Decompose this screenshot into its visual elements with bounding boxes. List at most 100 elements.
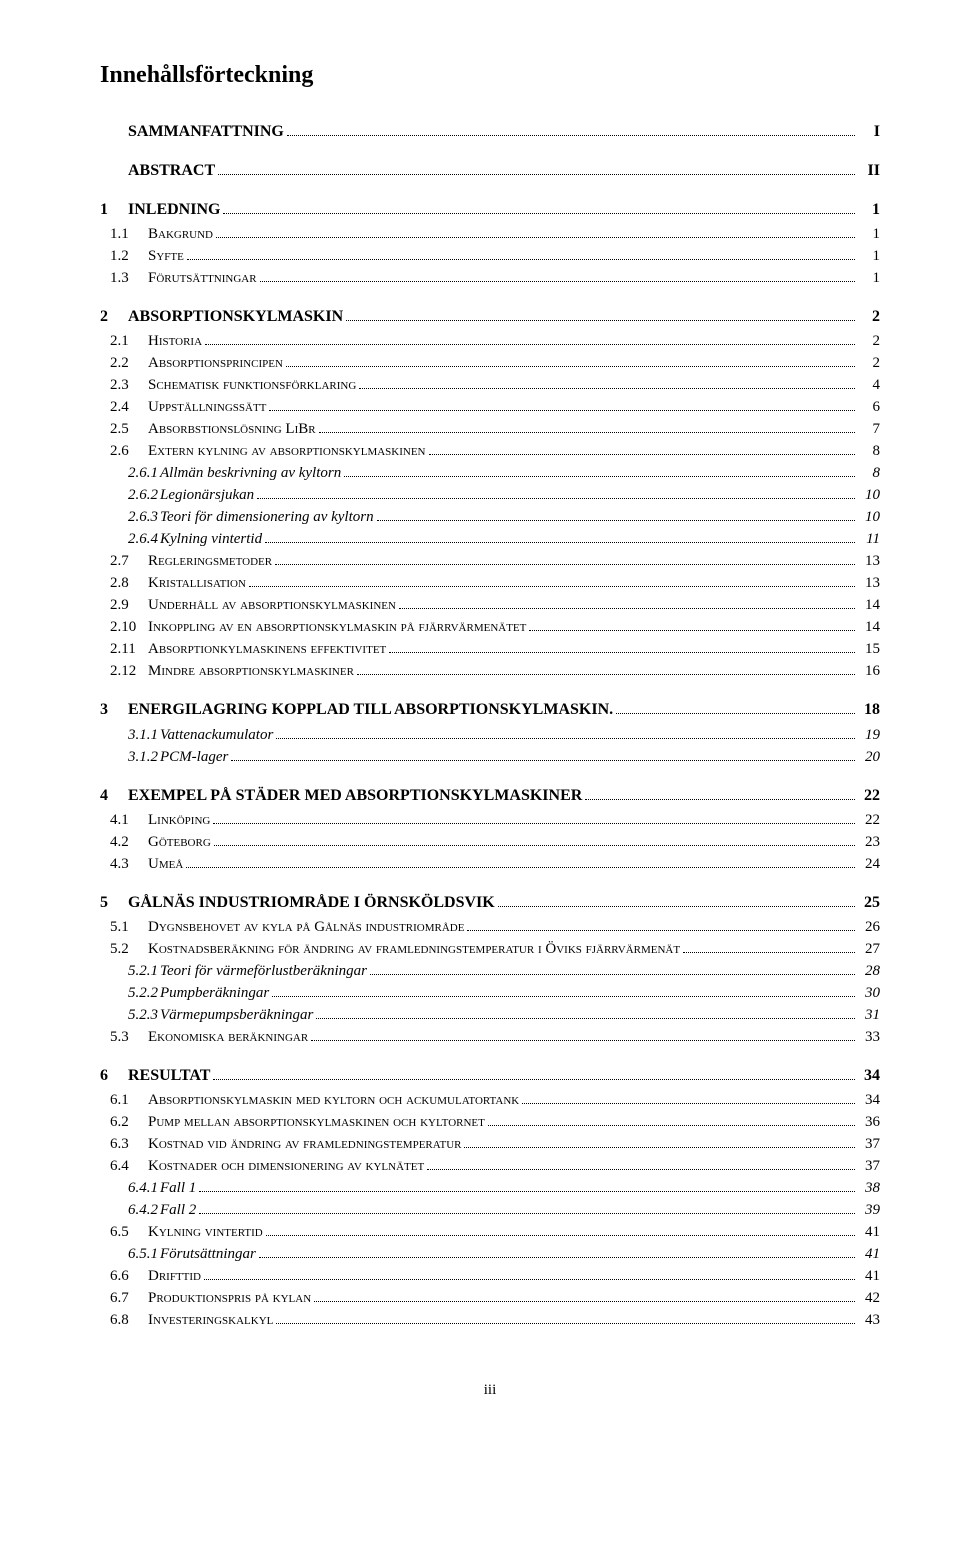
- toc-entry-page: 16: [858, 662, 880, 682]
- toc-entry-label: Absorptionkylmaskinens effektivitet: [148, 640, 386, 660]
- toc-entry-number: 6.8: [100, 1311, 148, 1331]
- toc-entry: 6.6Drifttid41: [100, 1267, 880, 1287]
- toc-entry-label: Kostnad vid ändring av framledningstempe…: [148, 1135, 461, 1155]
- toc-entry-number: 5: [100, 893, 128, 914]
- toc-leader: [199, 1201, 855, 1215]
- toc-entry: 6.2Pump mellan absorptionskylmaskinen oc…: [100, 1113, 880, 1133]
- toc-entry-label: Extern kylning av absorptionskylmaskinen: [148, 442, 426, 462]
- toc-leader: [464, 1135, 855, 1149]
- toc-entry-label: Kylning vintertid: [160, 530, 262, 550]
- toc-entry: 5.2.1Teori för värmeförlustberäkningar28: [100, 962, 880, 982]
- toc-entry-page: 24: [858, 855, 880, 875]
- toc-entry-number: 6.4: [100, 1157, 148, 1177]
- toc-entry-number: 6.6: [100, 1267, 148, 1287]
- toc-leader: [344, 464, 855, 478]
- toc-entry-page: 33: [858, 1028, 880, 1048]
- toc-entry-page: 2: [858, 307, 880, 328]
- toc-entry-page: 25: [858, 893, 880, 914]
- toc-entry-label: Schematisk funktionsförklaring: [148, 376, 356, 396]
- toc-entry-label: INLEDNING: [128, 200, 220, 221]
- toc-entry-number: 3.1.1: [100, 726, 160, 746]
- toc-entry-label: Bakgrund: [148, 225, 213, 245]
- toc-entry-label: Pump mellan absorptionskylmaskinen och k…: [148, 1113, 485, 1133]
- toc-entry-page: 22: [858, 811, 880, 831]
- toc-leader: [187, 247, 855, 261]
- toc-entry-page: 11: [858, 530, 880, 550]
- toc-entry-page: 1: [858, 269, 880, 289]
- toc-entry: 6.3Kostnad vid ändring av framledningste…: [100, 1135, 880, 1155]
- toc-entry-number: 3.1.2: [100, 748, 160, 768]
- toc-entry-page: 41: [858, 1267, 880, 1287]
- toc-entry: 4.3Umeå24: [100, 854, 880, 874]
- toc-entry-page: 10: [858, 508, 880, 528]
- toc-entry-label: Vattenackumulator: [160, 726, 273, 746]
- toc-entry-page: 20: [858, 748, 880, 768]
- toc-leader: [231, 747, 855, 761]
- toc-entry-number: 5.3: [100, 1028, 148, 1048]
- toc-entry-page: 39: [858, 1201, 880, 1221]
- toc-entry-number: 2.4: [100, 398, 148, 418]
- toc-entry: 2.1Historia2: [100, 332, 880, 352]
- toc-leader: [311, 1028, 855, 1042]
- toc-entry: 6.4Kostnader och dimensionering av kylnä…: [100, 1157, 880, 1177]
- toc-entry: 6.8Investeringskalkyl43: [100, 1311, 880, 1331]
- toc-leader: [266, 1223, 855, 1237]
- toc-entry: 1.1Bakgrund1: [100, 225, 880, 245]
- toc-entry-label: Legionärsjukan: [160, 486, 254, 506]
- toc-entry-page: 41: [858, 1223, 880, 1243]
- toc-entry-number: 1.1: [100, 225, 148, 245]
- toc-entry-page: 26: [858, 918, 880, 938]
- toc-entry-page: 4: [858, 376, 880, 396]
- toc-leader: [276, 725, 855, 739]
- toc-entry-label: ABSORPTIONSKYLMASKIN: [128, 307, 343, 328]
- toc-entry-label: Kostnader och dimensionering av kylnätet: [148, 1157, 424, 1177]
- toc-entry-number: 4: [100, 786, 128, 807]
- toc-entry: 2.3Schematisk funktionsförklaring 4: [100, 376, 880, 396]
- toc-entry-label: Regleringsmetoder: [148, 552, 272, 572]
- toc-entry-number: 5.2: [100, 940, 148, 960]
- toc-entry-label: Absorptionskylmaskin med kyltorn och ack…: [148, 1091, 519, 1111]
- toc-entry-number: 1: [100, 200, 128, 221]
- toc-leader: [585, 785, 855, 799]
- toc-entry-page: 1: [858, 200, 880, 221]
- toc-leader: [357, 662, 855, 676]
- toc-entry: 6.1Absorptionskylmaskin med kyltorn och …: [100, 1091, 880, 1111]
- toc-leader: [346, 307, 855, 321]
- toc-entry-page: 34: [858, 1066, 880, 1087]
- toc-entry-label: ABSTRACT: [128, 161, 215, 182]
- toc-entry-label: Fall 2: [160, 1201, 196, 1221]
- toc-entry-page: 2: [858, 354, 880, 374]
- toc-entry: 2.9Underhåll av absorptionskylmaskinen14: [100, 596, 880, 616]
- toc-entry-number: 2.10: [100, 618, 148, 638]
- toc-leader: [249, 574, 855, 588]
- toc-leader: [359, 376, 855, 390]
- toc-entry-number: 2.1: [100, 332, 148, 352]
- toc-entry-number: 2.3: [100, 376, 148, 396]
- toc-entry: 3.1.1Vattenackumulator19: [100, 725, 880, 745]
- toc-entry: 1.3Förutsättningar1: [100, 269, 880, 289]
- toc-leader: [223, 200, 855, 214]
- toc-entry-page: 10: [858, 486, 880, 506]
- toc-leader: [213, 1066, 855, 1080]
- toc-entry: 6.5.1Förutsättningar41: [100, 1245, 880, 1265]
- toc-entry-label: Dygnsbehovet av kyla på Gålnäs industrio…: [148, 918, 464, 938]
- toc-entry-number: 2.12: [100, 662, 148, 682]
- toc-leader: [214, 832, 855, 846]
- toc-entry-label: Absorbstionslösning LiBr: [148, 420, 316, 440]
- toc-entry-label: Fall 1: [160, 1179, 196, 1199]
- toc-entry-page: 8: [858, 464, 880, 484]
- toc-entry-page: 38: [858, 1179, 880, 1199]
- toc-entry-number: 1.2: [100, 247, 148, 267]
- toc-entry-label: Teori för värmeförlustberäkningar: [160, 962, 367, 982]
- toc-entry-label: RESULTAT: [128, 1066, 210, 1087]
- toc-leader: [259, 1245, 855, 1259]
- toc-leader: [389, 640, 855, 654]
- toc-entry-page: 15: [858, 640, 880, 660]
- toc-entry-page: 36: [858, 1113, 880, 1133]
- toc-entry-number: 3: [100, 700, 128, 721]
- toc-entry-page: 13: [858, 552, 880, 572]
- toc-entry: 2.7Regleringsmetoder13: [100, 552, 880, 572]
- toc-entry: 3ENERGILAGRING KOPPLAD TILL ABSORPTIONSK…: [100, 700, 880, 721]
- toc-leader: [616, 700, 855, 714]
- toc-entry: 2.6Extern kylning av absorptionskylmaski…: [100, 442, 880, 462]
